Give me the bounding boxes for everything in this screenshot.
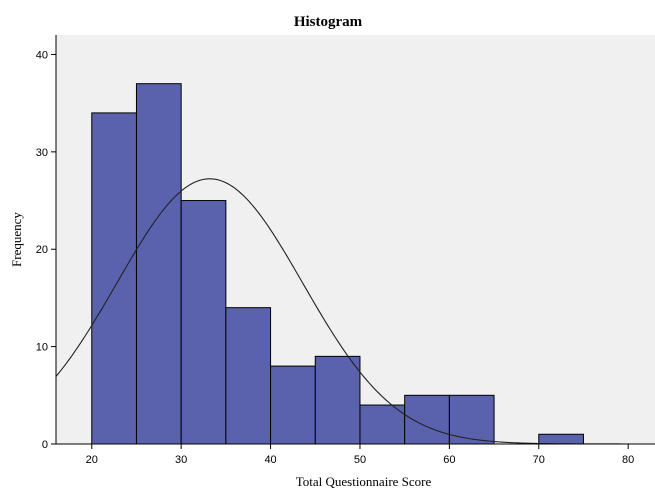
histogram-bar [270, 365, 316, 445]
histogram-bar [359, 404, 406, 445]
x-tick-label: 70 [533, 454, 545, 466]
x-ticks: 20 30 40 50 60 70 80 [86, 444, 634, 466]
x-tick-label: 60 [443, 454, 455, 466]
x-tick-label: 20 [86, 454, 98, 466]
x-tick-label: 40 [264, 454, 276, 466]
y-tick-label: 30 [36, 147, 48, 159]
histogram-bar [404, 394, 450, 445]
y-ticks: 0 10 20 30 40 [36, 49, 56, 451]
y-tick-label: 0 [42, 439, 48, 451]
x-tick-label: 50 [354, 454, 366, 466]
y-tick-label: 40 [36, 49, 48, 61]
histogram-bar [135, 83, 182, 445]
histogram-bar [538, 433, 584, 445]
chart-title: Histogram [294, 14, 363, 30]
bars-group [91, 83, 584, 445]
x-tick-label: 80 [622, 454, 634, 466]
y-tick-label: 20 [36, 244, 48, 256]
x-tick-label: 30 [175, 454, 187, 466]
x-axis-label: Total Questionnaire Score [296, 474, 432, 489]
histogram-bar [314, 355, 361, 445]
histogram-bar [448, 394, 495, 445]
histogram-bar [225, 307, 272, 445]
y-axis-label: Frequency [9, 212, 24, 267]
histogram-bar [180, 200, 227, 445]
histogram-bar [91, 112, 137, 445]
y-tick-label: 10 [36, 342, 48, 354]
